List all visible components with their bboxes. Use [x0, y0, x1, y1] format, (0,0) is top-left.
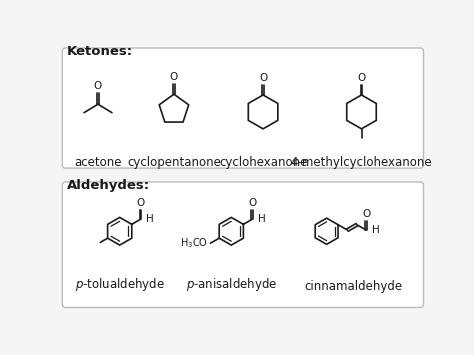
Text: O: O [259, 73, 267, 83]
Text: acetone: acetone [74, 156, 122, 169]
Text: H: H [146, 214, 154, 224]
Text: O: O [170, 72, 178, 82]
Text: $\it{p}$-tolualdehyde: $\it{p}$-tolualdehyde [75, 276, 164, 293]
Text: O: O [362, 208, 370, 219]
Text: 4-methylcyclohexanone: 4-methylcyclohexanone [291, 156, 432, 169]
FancyBboxPatch shape [63, 182, 423, 307]
Text: O: O [248, 198, 256, 208]
FancyBboxPatch shape [63, 48, 423, 168]
Text: O: O [94, 81, 102, 91]
Text: H$_3$CO: H$_3$CO [180, 237, 208, 251]
Text: cinnamaldehyde: cinnamaldehyde [305, 280, 403, 293]
Text: H: H [257, 214, 265, 224]
Text: cyclohexanone: cyclohexanone [219, 156, 307, 169]
Text: O: O [357, 73, 365, 83]
Text: O: O [137, 198, 145, 208]
Text: Aldehydes:: Aldehydes: [67, 179, 150, 192]
Text: Ketones:: Ketones: [67, 45, 133, 58]
Text: H: H [372, 225, 379, 235]
Text: $\it{p}$-anisaldehyde: $\it{p}$-anisaldehyde [186, 276, 277, 293]
Text: cyclopentanone: cyclopentanone [127, 156, 221, 169]
